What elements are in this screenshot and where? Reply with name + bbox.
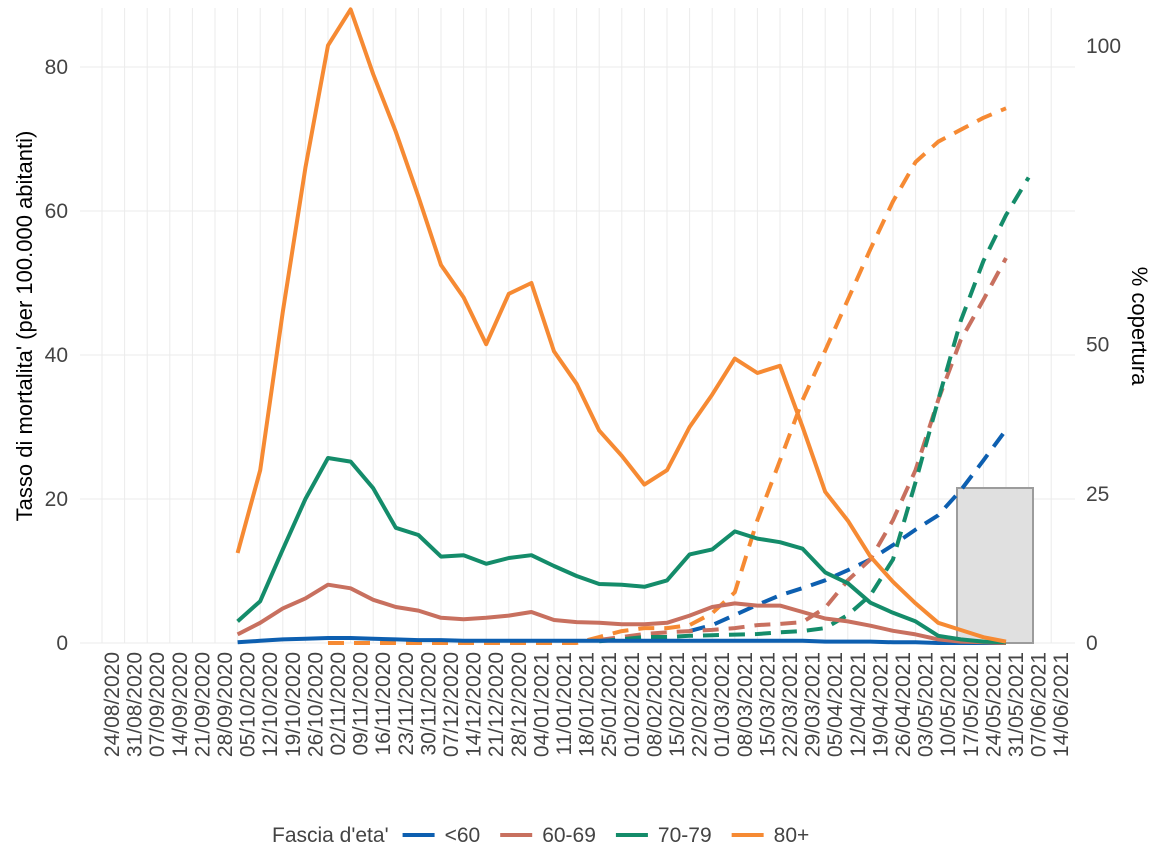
y-tick-label: 60 bbox=[45, 200, 68, 223]
x-tick-label: 21/09/2020 bbox=[191, 652, 214, 757]
x-tick-label: 26/04/2021 bbox=[892, 652, 915, 757]
x-tick-label: 31/05/2021 bbox=[1005, 652, 1028, 757]
y2-tick-label: 50 bbox=[1086, 334, 1109, 357]
series-line bbox=[236, 456, 1007, 645]
y-axis-title: Tasso di mortalita' (per 100.000 abitant… bbox=[12, 131, 37, 522]
x-tick-label: 01/02/2021 bbox=[621, 652, 644, 757]
x-tick-label: 19/04/2021 bbox=[869, 652, 892, 757]
x-tick-label: 12/04/2021 bbox=[847, 652, 870, 757]
grid-layer bbox=[80, 8, 1075, 644]
x-tick-label: 07/09/2020 bbox=[146, 652, 169, 757]
x-tick-label: 08/02/2021 bbox=[643, 652, 666, 757]
x-tick-label: 09/11/2020 bbox=[350, 652, 373, 756]
coverage-line bbox=[599, 176, 1031, 644]
x-tick-label: 14/12/2020 bbox=[463, 652, 486, 757]
x-tick-label: 01/03/2021 bbox=[711, 652, 734, 757]
legend-label: 60-69 bbox=[542, 824, 596, 847]
x-tick-label: 22/02/2021 bbox=[689, 652, 712, 757]
coverage-line bbox=[328, 106, 1007, 645]
x-tick-label: 14/09/2020 bbox=[169, 652, 192, 757]
x-tick-label: 07/06/2021 bbox=[1028, 652, 1051, 757]
x-tick-label: 28/12/2020 bbox=[508, 652, 531, 757]
coverage-line bbox=[689, 428, 1008, 634]
x-tick-label: 18/01/2021 bbox=[576, 652, 599, 757]
x-tick-label: 25/01/2021 bbox=[598, 652, 621, 757]
y2-tick-label: 0 bbox=[1086, 632, 1098, 655]
legend-label: 70-79 bbox=[658, 824, 712, 847]
x-tick-label: 05/10/2020 bbox=[237, 652, 260, 757]
y-tick-label: 0 bbox=[56, 632, 68, 655]
x-tick-label: 23/11/2020 bbox=[395, 652, 418, 756]
x-tick-label: 22/03/2021 bbox=[779, 652, 802, 757]
y-tick-label: 40 bbox=[45, 344, 68, 367]
x-tick-label: 08/03/2021 bbox=[734, 652, 757, 757]
legend-title: Fascia d'eta' bbox=[272, 824, 389, 847]
series-line bbox=[237, 636, 1006, 645]
y2-axis-title: % copertura bbox=[1127, 267, 1152, 386]
y-tick-label: 80 bbox=[45, 56, 68, 79]
x-tick-label: 10/05/2021 bbox=[937, 652, 960, 757]
y2-tick-label: 100 bbox=[1086, 35, 1121, 58]
series-line bbox=[236, 582, 1007, 645]
x-tick-label: 14/06/2021 bbox=[1050, 652, 1073, 757]
x-tick-label: 24/08/2020 bbox=[101, 652, 124, 757]
marks-layer bbox=[235, 7, 1031, 645]
x-tick-label: 04/01/2021 bbox=[530, 652, 553, 757]
x-tick-label: 11/01/2021 bbox=[553, 652, 576, 756]
x-tick-label: 07/12/2020 bbox=[440, 652, 463, 757]
x-tick-label: 28/09/2020 bbox=[214, 652, 237, 757]
x-tick-label: 26/10/2020 bbox=[304, 652, 327, 757]
y-tick-label: 20 bbox=[45, 488, 68, 511]
x-tick-label: 24/05/2021 bbox=[982, 652, 1005, 757]
legend-label: <60 bbox=[445, 824, 481, 847]
x-tick-label: 19/10/2020 bbox=[282, 652, 305, 757]
x-tick-label: 12/10/2020 bbox=[259, 652, 282, 757]
series-line bbox=[235, 7, 1007, 644]
x-tick-label: 05/04/2021 bbox=[824, 652, 847, 757]
x-tick-label: 02/11/2020 bbox=[327, 652, 350, 756]
x-tick-label: 30/11/2020 bbox=[417, 652, 440, 756]
x-tick-label: 17/05/2021 bbox=[960, 652, 983, 757]
highlight-box bbox=[956, 487, 1034, 644]
x-tick-label: 29/03/2021 bbox=[802, 652, 825, 757]
legend-label: 80+ bbox=[774, 824, 810, 847]
x-tick-label: 15/02/2021 bbox=[666, 652, 689, 757]
x-tick-label: 03/05/2021 bbox=[915, 652, 938, 757]
x-tick-label: 15/03/2021 bbox=[756, 652, 779, 757]
y2-tick-label: 25 bbox=[1086, 483, 1109, 506]
coverage-line bbox=[598, 257, 1008, 642]
legend: Fascia d'eta' <60 60-69 70-79 80+ bbox=[272, 824, 809, 847]
x-tick-label: 21/12/2020 bbox=[485, 652, 508, 757]
x-tick-label: 31/08/2020 bbox=[124, 652, 147, 757]
x-tick-label: 16/11/2020 bbox=[372, 652, 395, 756]
